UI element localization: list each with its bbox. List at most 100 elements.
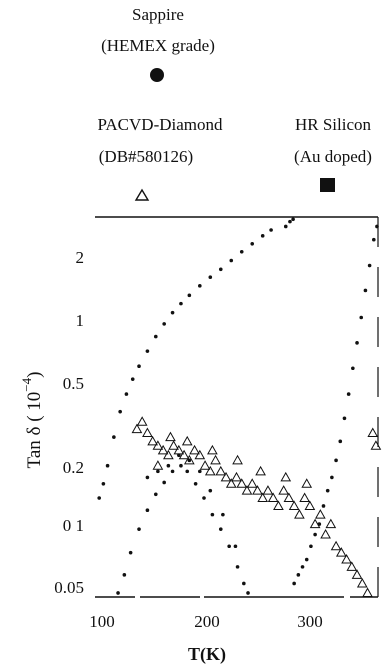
legend-sapphire-line2: (HEMEX grade)	[101, 36, 215, 55]
data-point-series-1	[283, 492, 295, 503]
legend-diamond-line1: PACVD-Diamond	[98, 115, 223, 134]
data-point-series-1	[255, 465, 266, 476]
data-point-series-1	[356, 577, 368, 588]
data-point-series-2	[304, 557, 309, 562]
y-tick-labels: 2 1 0.5 0.2 0 1 0.05	[54, 248, 84, 597]
data-point-series-1	[204, 465, 216, 476]
y-tick-label: 2	[76, 248, 85, 267]
data-point-series-0	[124, 392, 129, 396]
legend-silicon-line2: (Au doped)	[294, 147, 372, 166]
data-point-series-0	[187, 293, 192, 298]
x-tick-label: 200	[194, 612, 220, 631]
data-point-series-0	[193, 482, 198, 486]
data-point-series-0	[187, 458, 192, 463]
data-point-series-2	[338, 439, 343, 444]
data-point-series-1	[330, 540, 342, 551]
data-point-series-2	[325, 488, 330, 493]
data-point-series-0	[116, 591, 120, 595]
y-tick-label: 0.2	[63, 458, 84, 477]
data-point-series-1	[136, 416, 148, 426]
data-point-series-2	[313, 532, 317, 537]
data-point-series-0	[153, 492, 158, 497]
data-point-series-0	[198, 469, 202, 474]
data-point-series-2	[375, 224, 379, 229]
legend: Sappire (HEMEX grade) PACVD-Diamond (DB#…	[98, 5, 372, 201]
x-axis-label: T(K)	[188, 644, 226, 665]
data-point-series-1	[299, 492, 310, 503]
plot-frame	[95, 216, 379, 598]
legend-diamond-marker	[134, 188, 150, 201]
data-point-series-1	[278, 485, 290, 495]
data-point-series-0	[202, 496, 206, 500]
data-point-series-1	[152, 460, 164, 470]
data-point-series-2	[346, 392, 351, 396]
y-axis-label: Tan δ ( 10−4)	[19, 372, 45, 469]
svg-text:Tan δ ( 10−4): Tan δ ( 10−4)	[19, 372, 45, 469]
data-point-series-1	[294, 509, 305, 519]
data-point-series-2	[292, 581, 296, 586]
data-point-series-1	[351, 569, 363, 579]
data-point-series-2	[317, 522, 322, 526]
data-point-series-1	[225, 478, 237, 488]
data-point-series-0	[218, 267, 223, 272]
data-point-series-0	[118, 409, 122, 414]
data-point-series-0	[128, 550, 133, 555]
data-point-series-1	[194, 449, 206, 460]
data-point-series-2	[372, 237, 376, 242]
y-tick-label: 0 1	[63, 516, 84, 535]
data-point-series-2	[367, 263, 372, 268]
data-point-series-2	[309, 544, 313, 549]
data-point-series-1	[301, 478, 313, 488]
data-point-series-0	[208, 488, 213, 493]
data-marks	[97, 217, 382, 597]
data-point-series-1	[157, 444, 169, 455]
y-axis-label-suffix: )	[24, 372, 45, 378]
data-point-series-0	[156, 469, 160, 474]
data-point-series-0	[250, 241, 255, 246]
data-point-series-2	[321, 504, 326, 508]
data-point-series-1	[220, 471, 232, 482]
data-point-series-1	[341, 553, 352, 564]
data-point-series-1	[262, 485, 274, 495]
data-point-series-0	[218, 527, 223, 531]
x-tick-label: 300	[297, 612, 323, 631]
data-point-series-1	[241, 485, 253, 495]
data-point-series-2	[300, 565, 305, 569]
data-point-series-1	[320, 529, 331, 539]
data-point-series-1	[236, 478, 248, 488]
data-point-series-0	[170, 469, 175, 474]
data-point-series-0	[233, 544, 238, 549]
y-tick-label: 1	[76, 311, 85, 330]
data-point-series-0	[179, 463, 183, 468]
x-tick-label: 100	[89, 612, 115, 631]
data-point-series-1	[273, 500, 284, 510]
y-axis-label-exponent: −4	[19, 377, 34, 391]
data-point-series-0	[210, 512, 215, 517]
data-point-series-0	[97, 496, 101, 500]
data-point-series-1	[370, 440, 382, 450]
data-point-series-1	[246, 478, 258, 488]
data-point-series-0	[170, 310, 175, 315]
data-point-series-3	[291, 217, 295, 222]
data-point-series-2	[351, 366, 355, 371]
legend-silicon-line1: HR Silicon	[295, 115, 372, 134]
data-point-series-1	[147, 435, 159, 446]
data-point-series-1	[199, 460, 211, 470]
data-point-series-1	[304, 500, 316, 510]
data-point-series-0	[162, 480, 166, 485]
data-point-series-0	[105, 463, 110, 468]
data-point-series-1	[346, 561, 358, 571]
legend-silicon-marker	[320, 178, 335, 192]
data-point-series-0	[221, 512, 225, 517]
data-point-series-0	[153, 334, 158, 339]
data-point-series-1	[288, 500, 300, 510]
data-point-series-0	[242, 581, 246, 586]
data-point-series-0	[246, 591, 250, 595]
data-point-series-0	[137, 527, 141, 531]
data-point-series-3	[288, 219, 292, 224]
data-point-series-2	[359, 315, 364, 320]
legend-diamond-line2: (DB#580126)	[99, 147, 193, 166]
legend-sapphire-line1: Sappire	[132, 5, 184, 24]
data-point-series-0	[239, 249, 244, 254]
data-point-series-1	[215, 465, 227, 476]
